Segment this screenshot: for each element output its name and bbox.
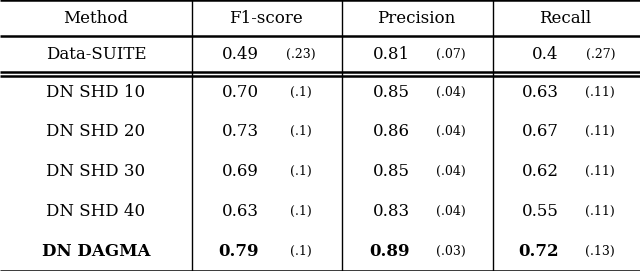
Text: (.04): (.04) [436,205,466,218]
Text: (.04): (.04) [436,86,466,99]
Text: 0.89: 0.89 [369,243,410,260]
Text: 0.63: 0.63 [222,203,259,220]
Text: 0.63: 0.63 [522,84,559,101]
Text: DN SHD 20: DN SHD 20 [47,123,145,140]
Text: (.03): (.03) [436,245,466,258]
Text: (.04): (.04) [436,125,466,138]
Text: 0.81: 0.81 [372,46,410,63]
Text: Precision: Precision [377,9,455,27]
Text: (.13): (.13) [586,245,615,258]
Text: F1-score: F1-score [228,9,303,27]
Text: (.11): (.11) [586,165,615,178]
Text: Recall: Recall [539,9,591,27]
Text: 0.67: 0.67 [522,123,559,140]
Text: (.1): (.1) [290,245,312,258]
Text: (.1): (.1) [290,125,312,138]
Text: 0.55: 0.55 [522,203,559,220]
Text: 0.70: 0.70 [222,84,259,101]
Text: (.11): (.11) [586,125,615,138]
Text: DN SHD 10: DN SHD 10 [47,84,145,101]
Text: 0.69: 0.69 [222,163,259,180]
Text: 0.85: 0.85 [372,163,410,180]
Text: (.1): (.1) [290,86,312,99]
Text: Data-SUITE: Data-SUITE [45,46,147,63]
Text: DN SHD 40: DN SHD 40 [47,203,145,220]
Text: 0.73: 0.73 [222,123,259,140]
Text: 0.72: 0.72 [518,243,559,260]
Text: 0.62: 0.62 [522,163,559,180]
Text: (.04): (.04) [436,165,466,178]
Text: Method: Method [63,9,129,27]
Text: (.11): (.11) [586,86,615,99]
Text: 0.49: 0.49 [222,46,259,63]
Text: (.11): (.11) [586,205,615,218]
Text: 0.79: 0.79 [219,243,259,260]
Text: 0.83: 0.83 [372,203,410,220]
Text: (.27): (.27) [586,48,615,61]
Text: (.1): (.1) [290,205,312,218]
Text: (.1): (.1) [290,165,312,178]
Text: (.07): (.07) [436,48,466,61]
Text: 0.86: 0.86 [372,123,410,140]
Text: (.23): (.23) [286,48,316,61]
Text: 0.85: 0.85 [372,84,410,101]
Text: DN DAGMA: DN DAGMA [42,243,150,260]
Text: DN SHD 30: DN SHD 30 [47,163,145,180]
Text: 0.4: 0.4 [532,46,559,63]
